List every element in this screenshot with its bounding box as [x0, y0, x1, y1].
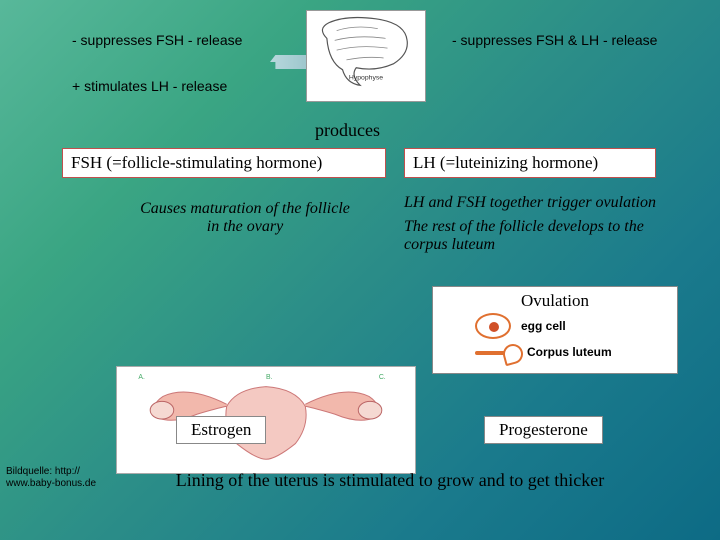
svg-text:Hypophyse: Hypophyse	[349, 74, 383, 81]
fsh-caption: Causes maturation of the follicle in the…	[140, 200, 350, 236]
ovulation-box: Ovulation egg cell Corpus luteum	[432, 286, 678, 374]
produces-label: produces	[315, 120, 380, 141]
egg-cell-label: egg cell	[521, 319, 566, 333]
bottom-caption: Lining of the uterus is stimulated to gr…	[170, 470, 610, 491]
feedback-lh-stimulate: + stimulates LH - release	[72, 78, 227, 94]
image-source: Bildquelle: http:// www.baby-bonus.de	[6, 466, 96, 490]
svg-text:A.: A.	[138, 374, 145, 381]
lh-caption: LH and FSH together trigger ovulation Th…	[404, 194, 684, 260]
feedback-fsh-lh-suppress: - suppresses FSH & LH - release	[452, 32, 657, 48]
source-line-2: www.baby-bonus.de	[6, 478, 96, 490]
svg-text:C.: C.	[379, 374, 386, 381]
corpus-luteum-icon	[475, 341, 521, 363]
lh-caption-1: LH and FSH together trigger ovulation	[404, 194, 684, 212]
fsh-box: FSH (=follicle-stimulating hormone)	[62, 148, 386, 178]
ovulation-title: Ovulation	[439, 291, 671, 311]
estrogen-box: Estrogen	[176, 416, 266, 444]
source-line-1: Bildquelle: http://	[6, 466, 96, 478]
egg-cell-icon	[475, 313, 511, 339]
feedback-fsh-suppress: - suppresses FSH - release	[72, 32, 242, 48]
lh-box: LH (=luteinizing hormone)	[404, 148, 656, 178]
lh-caption-2: The rest of the follicle develops to the…	[404, 218, 684, 254]
brain-diagram: Hypophyse	[306, 10, 426, 102]
arrow-icon	[270, 55, 306, 69]
svg-text:B.: B.	[266, 374, 273, 381]
progesterone-box: Progesterone	[484, 416, 603, 444]
corpus-luteum-label: Corpus luteum	[527, 345, 612, 359]
